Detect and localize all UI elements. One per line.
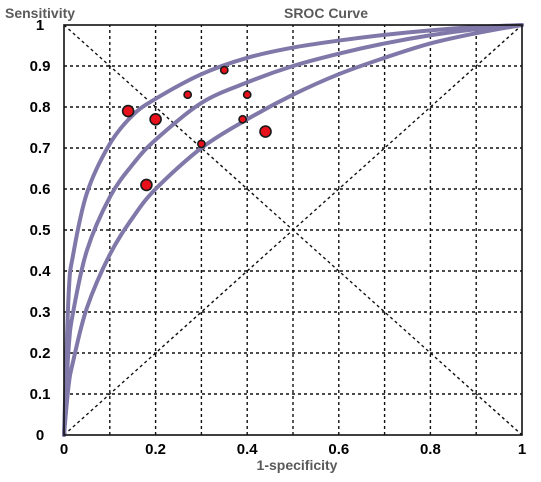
y-tick-label: 1 xyxy=(36,17,44,34)
x-axis-label: 1-specificity xyxy=(257,457,338,473)
study-points xyxy=(121,65,272,192)
study-point xyxy=(149,113,162,126)
y-tick-label: 0.2 xyxy=(30,345,51,362)
y-tick-label: 0.3 xyxy=(30,304,51,321)
y-tick-label: 0.4 xyxy=(30,263,52,280)
study-point xyxy=(196,139,206,149)
study-point xyxy=(219,65,229,75)
study-point xyxy=(140,178,153,192)
x-tick-label: 0.2 xyxy=(145,441,166,458)
plot-frame xyxy=(63,24,523,436)
x-tick-label: 0 xyxy=(60,441,68,458)
chart-title: SROC Curve xyxy=(284,5,368,21)
study-point xyxy=(238,114,248,124)
x-tick-label: 0.6 xyxy=(328,441,349,458)
y-tick-label: 0.6 xyxy=(30,181,51,198)
y-tick-label: 0.1 xyxy=(30,386,51,403)
x-tick-label: 0.8 xyxy=(420,441,441,458)
y-tick-label: 0.5 xyxy=(30,222,51,239)
y-tick-label: 0.9 xyxy=(30,58,51,75)
sroc-curve-1 xyxy=(62,23,524,437)
reference-lines xyxy=(63,24,523,436)
y-tick-label: 0 xyxy=(36,427,44,444)
study-point xyxy=(242,90,252,100)
tick-labels: 0 0.1 0.2 0.3 0.4 0.5 0.6 0.7 0.8 0.9 1 0 0.2 0.4 0.6 0… xyxy=(30,17,527,458)
study-point xyxy=(121,104,135,118)
y-axis-label: Sensitivity xyxy=(5,5,75,21)
study-point xyxy=(259,125,272,138)
sroc-curve-2 xyxy=(62,23,524,437)
plot-border xyxy=(63,24,523,436)
x-tick-label: 0.4 xyxy=(237,441,259,458)
study-point xyxy=(183,90,193,100)
x-tick-label: 1 xyxy=(518,441,526,458)
y-tick-label: 0.8 xyxy=(30,99,51,116)
anti-diagonal xyxy=(63,24,523,436)
y-tick-label: 0.7 xyxy=(30,140,51,157)
